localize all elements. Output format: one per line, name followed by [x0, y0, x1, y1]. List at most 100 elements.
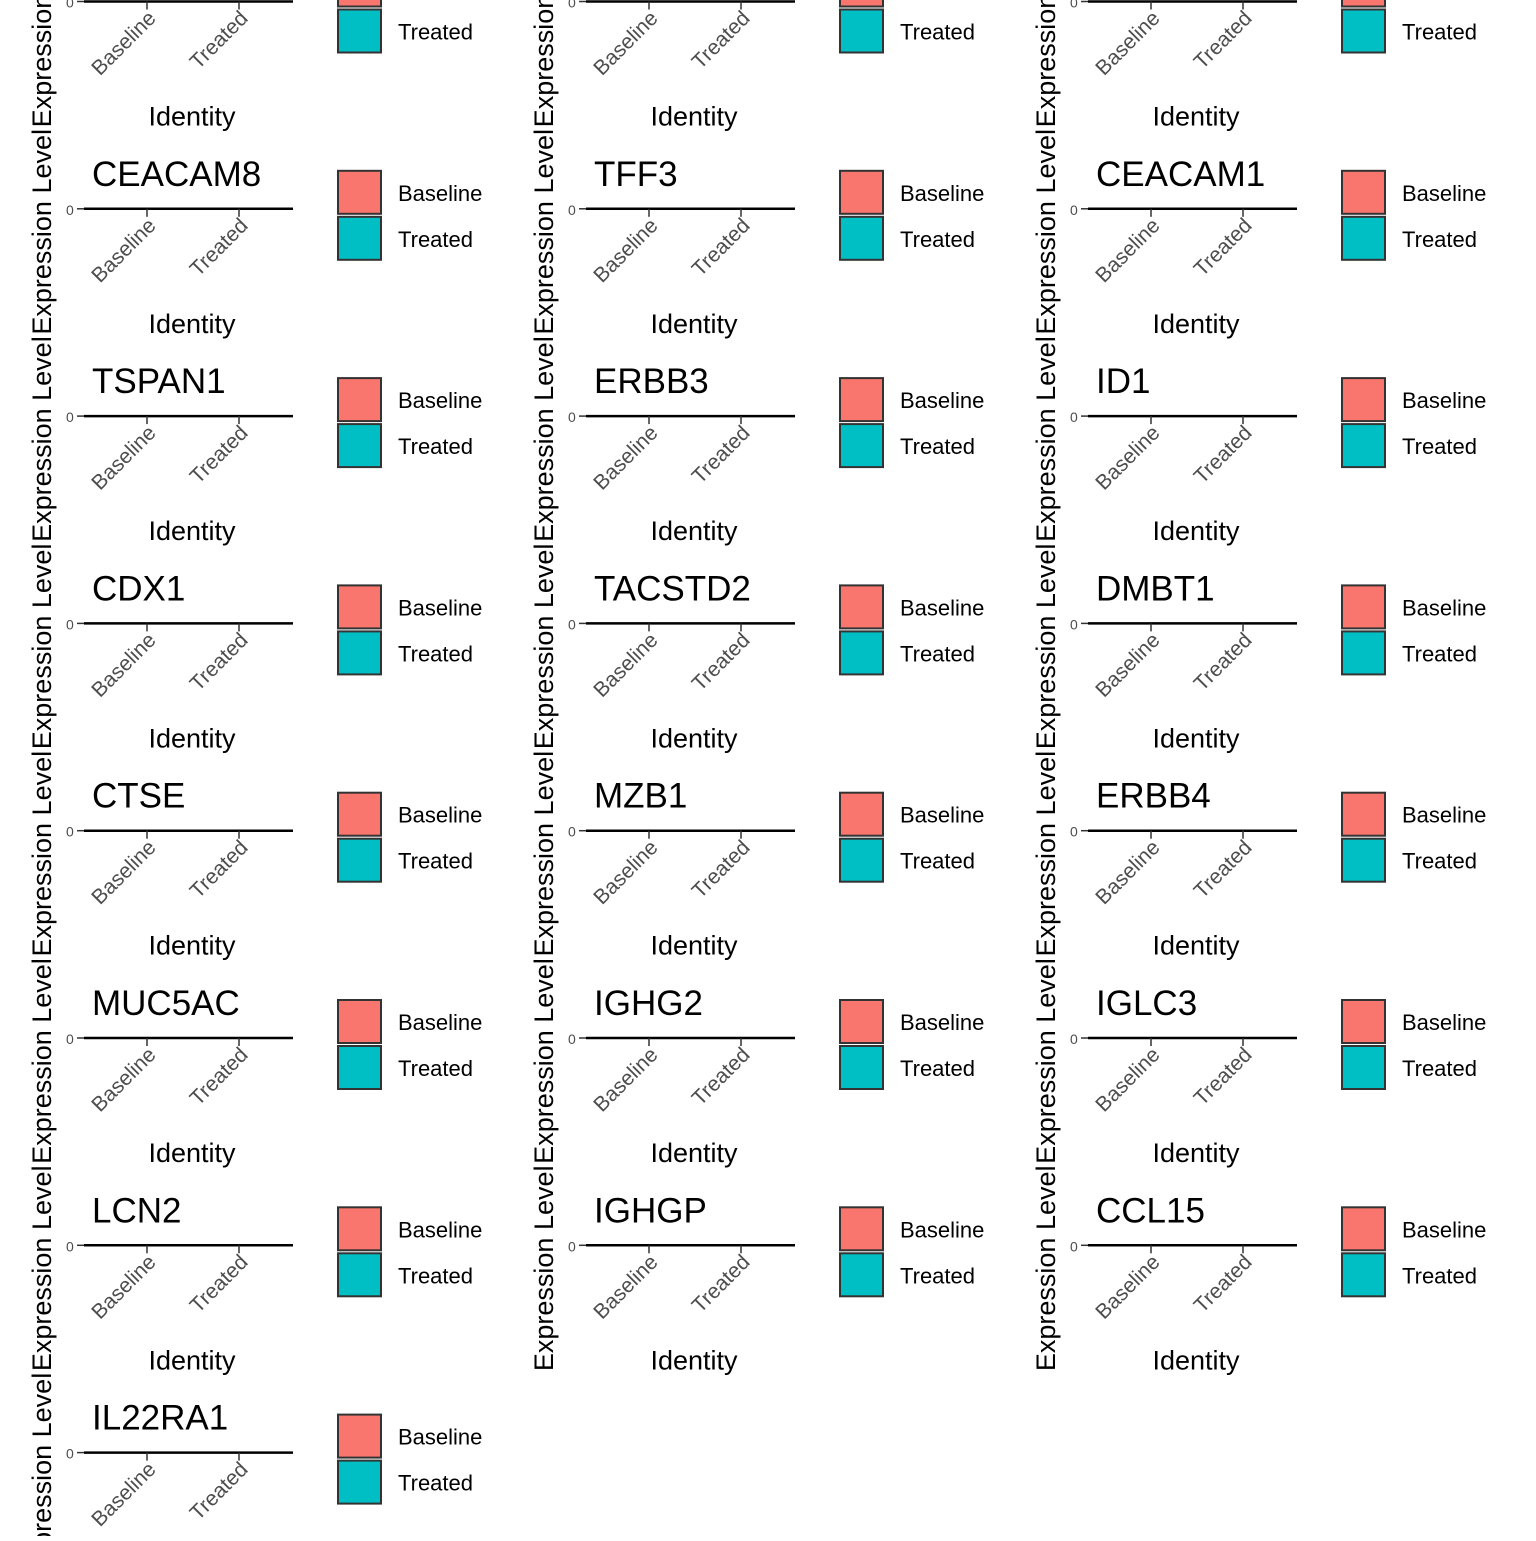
- legend-label: Baseline: [398, 181, 482, 206]
- x-tick-label: Treated: [1190, 421, 1257, 488]
- legend-label: Treated: [900, 20, 975, 45]
- x-tick-label: Baseline: [87, 214, 160, 287]
- panel: IGHG2 Expression Level 0 Baseline Treated Ide…: [529, 958, 984, 1168]
- x-axis-label: Identity: [1152, 309, 1240, 339]
- y-axis-label: Expression Level: [1031, 958, 1061, 1164]
- y-axis-label: Expression Level: [1031, 751, 1061, 957]
- x-tick-label: Baseline: [87, 1043, 160, 1116]
- x-tick-label: Treated: [1190, 1251, 1257, 1318]
- panel-title: ERBB3: [594, 362, 709, 401]
- x-tick-label: Treated: [186, 421, 253, 488]
- panel-title: ID1: [1096, 362, 1150, 401]
- x-axis-label: Identity: [650, 1138, 738, 1168]
- legend-key: [839, 8, 884, 54]
- legend-label: Baseline: [900, 1010, 984, 1035]
- legend-key: [1341, 215, 1386, 261]
- legend-label: Baseline: [900, 388, 984, 413]
- x-tick-label: Treated: [186, 1251, 253, 1318]
- legend-key: [337, 0, 382, 8]
- y-tick-label: 0: [66, 1446, 74, 1462]
- legend-label: Baseline: [1402, 1010, 1486, 1035]
- x-tick-label: Treated: [688, 7, 755, 74]
- panel: ERBB3 Expression Level 0 Baseline Treated Ide…: [529, 336, 984, 546]
- legend-key: [1341, 837, 1386, 883]
- legend-key: [337, 791, 382, 837]
- y-axis-label: Expression Level: [27, 0, 57, 127]
- legend-key: [337, 1206, 382, 1252]
- x-tick-label: Treated: [1190, 214, 1257, 281]
- x-tick-label: Baseline: [87, 7, 160, 80]
- y-axis-label: Expression Level: [529, 336, 559, 542]
- panel: CDX1 Expression Level 0 Baseline Treated Iden…: [27, 544, 482, 754]
- x-tick-label: Baseline: [87, 421, 160, 494]
- legend-label: Treated: [900, 227, 975, 252]
- panel: Expression Level 0 Baseline Treated Identity…: [1031, 0, 1477, 132]
- legend-key: [337, 584, 382, 630]
- x-tick-label: Baseline: [589, 629, 662, 702]
- panel: IGHGP Expression Level 0 Baseline Treated Ide…: [529, 1165, 984, 1375]
- panel: IGLC3 Expression Level 0 Baseline Treated Ide…: [1031, 958, 1486, 1168]
- legend-label: Baseline: [900, 181, 984, 206]
- legend-key: [337, 1045, 382, 1090]
- legend-label: Baseline: [1402, 803, 1486, 828]
- legend-key: [1341, 630, 1386, 676]
- legend-key: [839, 1045, 884, 1090]
- y-tick-label: 0: [66, 1238, 74, 1254]
- panel: ERBB4 Expression Level 0 Baseline Treated Ide…: [1031, 751, 1486, 961]
- legend-label: Treated: [1402, 434, 1477, 459]
- legend-label: Treated: [1402, 227, 1477, 252]
- legend-key: [1341, 8, 1386, 54]
- y-tick-label: 0: [1070, 409, 1078, 425]
- x-tick-label: Baseline: [1091, 1251, 1164, 1324]
- panel-title: IGHGP: [594, 1191, 707, 1230]
- y-axis-label: Expression Level: [1031, 129, 1061, 335]
- legend-label: Treated: [1402, 849, 1477, 874]
- y-axis-label: Expression Level: [1031, 336, 1061, 542]
- legend-label: Baseline: [900, 595, 984, 620]
- legend-label: Treated: [1402, 641, 1477, 666]
- panel: CEACAM8 Expression Level 0 Baseline Treated I…: [27, 129, 482, 339]
- panel-title: MZB1: [594, 777, 687, 816]
- legend-key: [1341, 791, 1386, 837]
- legend-label: Treated: [900, 1263, 975, 1288]
- x-tick-label: Baseline: [589, 836, 662, 909]
- legend-key: [839, 215, 884, 261]
- panel: TACSTD2 Expression Level 0 Baseline Treated I…: [529, 544, 984, 754]
- panel-title: CEACAM1: [1096, 155, 1265, 194]
- y-axis-label: Expression Level: [529, 1165, 559, 1371]
- legend-key: [839, 1206, 884, 1252]
- legend-label: Treated: [1402, 20, 1477, 45]
- y-axis-label: Expression Level: [529, 0, 559, 127]
- x-axis-label: Identity: [148, 723, 236, 753]
- legend-label: Baseline: [398, 1010, 482, 1035]
- legend-key: [337, 377, 382, 423]
- y-tick-label: 0: [568, 1238, 576, 1254]
- y-tick-label: 0: [568, 1031, 576, 1047]
- y-axis-label: Expression Level: [27, 1165, 57, 1371]
- x-axis-label: Identity: [1152, 516, 1240, 546]
- y-tick-label: 0: [568, 616, 576, 632]
- x-tick-label: Baseline: [589, 421, 662, 494]
- legend-label: Baseline: [1402, 388, 1486, 413]
- legend-label: Treated: [398, 1263, 473, 1288]
- legend-label: Treated: [398, 1471, 473, 1496]
- y-axis-label: Expression Level: [27, 958, 57, 1164]
- x-axis-label: Identity: [650, 1345, 738, 1375]
- panel-title: MUC5AC: [92, 984, 240, 1023]
- panel: CEACAM1 Expression Level 0 Baseline Treated I…: [1031, 129, 1486, 339]
- x-tick-label: Baseline: [589, 7, 662, 80]
- x-tick-label: Baseline: [1091, 421, 1164, 494]
- x-axis-label: Identity: [1152, 723, 1240, 753]
- x-axis-label: Identity: [1152, 1138, 1240, 1168]
- x-tick-label: Baseline: [87, 1251, 160, 1324]
- panel-title: TFF3: [594, 155, 678, 194]
- legend-key: [337, 169, 382, 215]
- x-tick-label: Treated: [688, 629, 755, 696]
- x-tick-label: Baseline: [87, 1458, 160, 1531]
- legend-key: [839, 377, 884, 423]
- legend-label: Baseline: [398, 1217, 482, 1242]
- legend-key: [337, 423, 382, 469]
- x-axis-label: Identity: [650, 102, 738, 132]
- legend-key: [1341, 1206, 1386, 1252]
- legend-key: [337, 1459, 382, 1505]
